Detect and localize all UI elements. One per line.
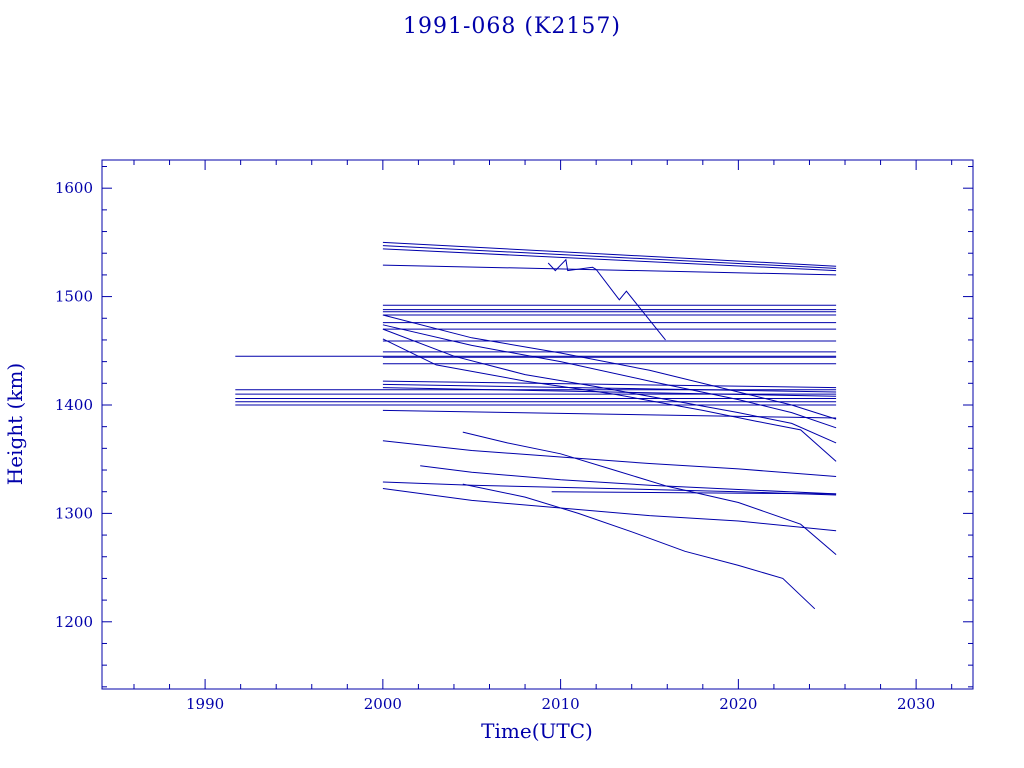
x-tick-label: 2020 bbox=[719, 695, 757, 713]
y-tick-label: 1500 bbox=[55, 288, 93, 306]
axis-ticks: 1990 2000 2010 2020 2030 1200 1300 1400 1500 1600 bbox=[55, 160, 973, 713]
series-line-34 bbox=[382, 488, 837, 532]
series-lines bbox=[235, 241, 837, 610]
series-line-27 bbox=[382, 324, 837, 429]
series-line-24 bbox=[382, 387, 837, 397]
x-tick-label: 2030 bbox=[897, 695, 935, 713]
x-axis-label: Time(UTC) bbox=[481, 719, 593, 743]
series-line-5 bbox=[547, 258, 666, 341]
series-line-2 bbox=[382, 245, 837, 269]
chart-title: 1991-068 (K2157) bbox=[403, 14, 621, 39]
series-line-31 bbox=[420, 465, 837, 495]
x-tick-label: 1990 bbox=[186, 695, 224, 713]
series-line-22 bbox=[382, 380, 837, 389]
series-line-35 bbox=[462, 431, 837, 555]
series-line-25 bbox=[382, 409, 837, 419]
y-axis-label: Height (km) bbox=[3, 363, 27, 485]
series-line-30 bbox=[382, 440, 837, 477]
y-tick-label: 1300 bbox=[55, 504, 93, 522]
series-line-26 bbox=[382, 314, 837, 420]
x-tick-label: 2000 bbox=[364, 695, 402, 713]
series-line-29 bbox=[382, 338, 837, 462]
y-tick-label: 1400 bbox=[55, 396, 93, 414]
series-line-36 bbox=[462, 483, 816, 610]
series-line-32 bbox=[382, 481, 837, 496]
series-line-23 bbox=[382, 383, 837, 393]
series-line-3 bbox=[382, 248, 837, 272]
series-line-28 bbox=[382, 328, 837, 444]
y-tick-label: 1200 bbox=[55, 613, 93, 631]
series-line-1 bbox=[382, 241, 837, 267]
series-line-4 bbox=[382, 264, 837, 276]
x-tick-label: 2010 bbox=[542, 695, 580, 713]
plot-frame bbox=[101, 159, 974, 690]
y-tick-label: 1600 bbox=[55, 179, 93, 197]
